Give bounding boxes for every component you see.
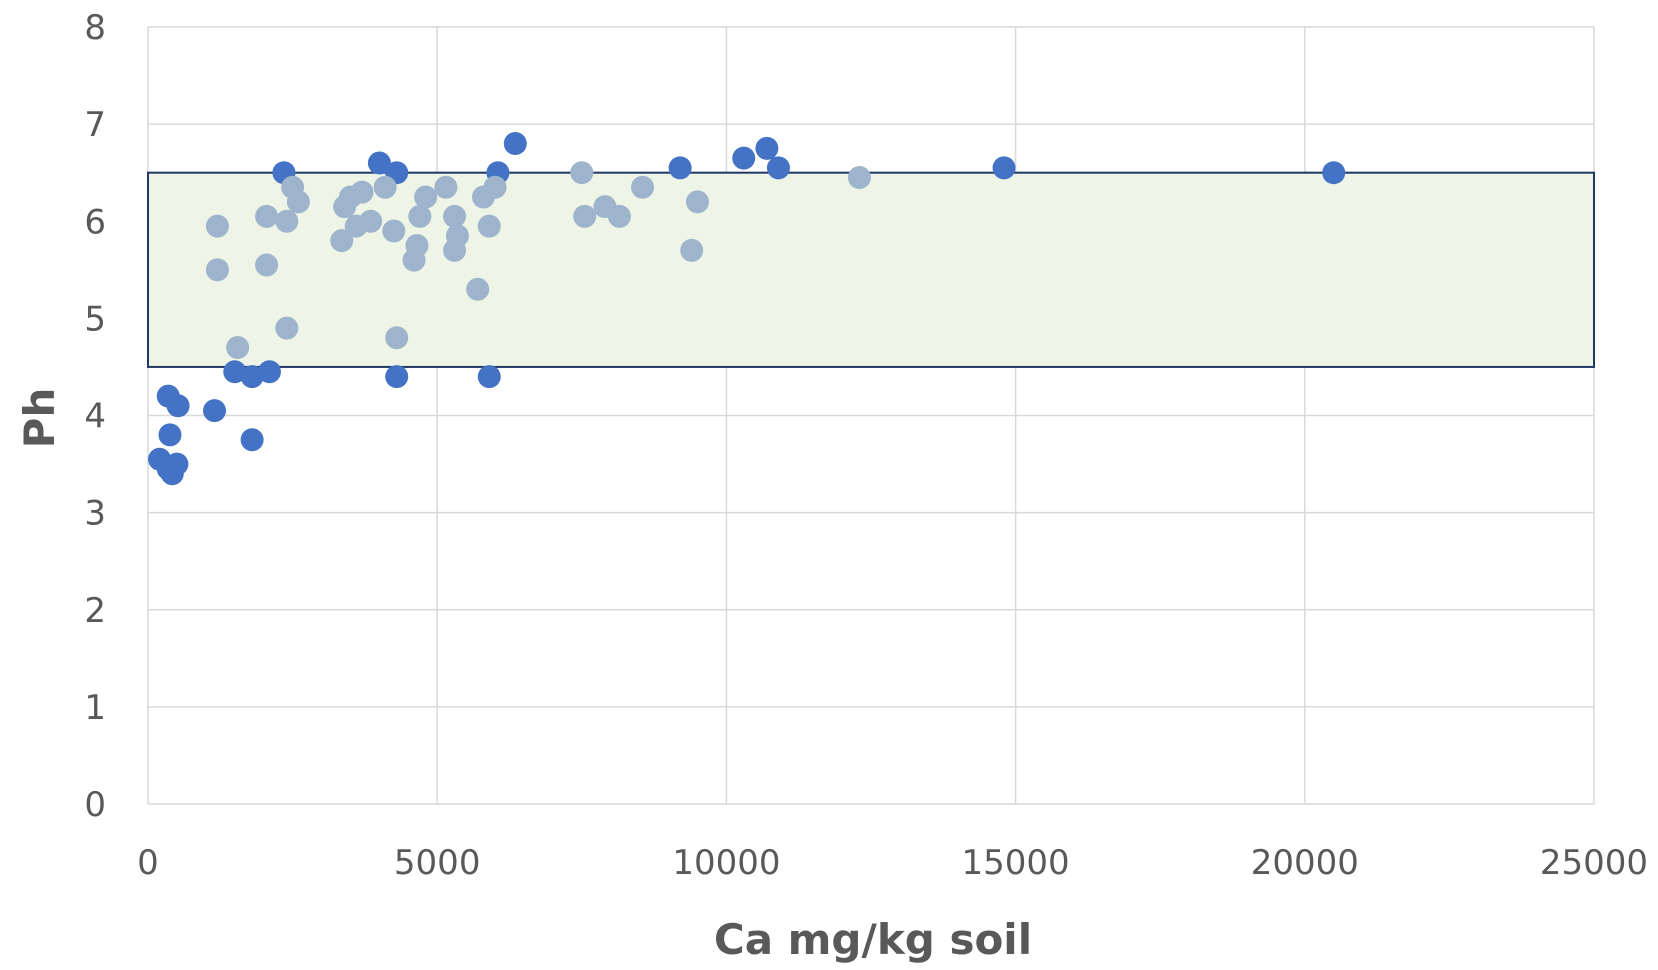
y-tick-label: 8 [84, 8, 106, 48]
data-point-series-light [680, 238, 704, 262]
data-point-series-light [385, 326, 409, 350]
data-point-series-light [359, 209, 383, 233]
data-point-series-light [205, 258, 229, 282]
data-point-series-dark [477, 365, 501, 389]
x-axis-title: Ca mg/kg soil [714, 915, 1032, 964]
data-point-series-light [414, 185, 438, 209]
grid [147, 26, 1595, 805]
data-point-series-light [382, 219, 406, 243]
data-point-series-dark [203, 399, 227, 423]
data-point-series-dark [257, 360, 281, 384]
data-point-series-light [275, 209, 299, 233]
data-point-series-dark [240, 428, 264, 452]
x-tick-label: 10000 [672, 843, 780, 883]
y-tick-label: 4 [84, 397, 106, 437]
data-point-series-light [483, 175, 507, 199]
data-point-series-light [226, 336, 250, 360]
data-point-series-dark [668, 156, 692, 180]
data-point-series-light [685, 190, 709, 214]
x-tick-label: 15000 [962, 843, 1070, 883]
data-point-series-light [570, 161, 594, 185]
data-point-series-light [445, 224, 469, 248]
data-point-series-light [330, 229, 354, 253]
data-points [148, 132, 1346, 486]
y-tick-label: 7 [84, 105, 106, 145]
data-point-series-light [205, 214, 229, 238]
data-point-series-light [443, 204, 467, 228]
data-point-series-dark [367, 151, 391, 175]
x-tick-label: 25000 [1540, 843, 1648, 883]
y-tick-label: 3 [84, 494, 106, 534]
x-tick-label: 0 [137, 843, 159, 883]
data-point-series-light [477, 214, 501, 238]
x-tick-label: 5000 [394, 843, 481, 883]
data-point-series-light [631, 175, 655, 199]
data-point-series-dark [1322, 161, 1346, 185]
y-tick-label: 6 [84, 202, 106, 242]
data-point-series-dark [223, 360, 247, 384]
data-point-series-light [573, 204, 597, 228]
tick-labels: 0 1 2 3 4 5 6 7 8 0 5000 10000 15000 20000 25000 [84, 8, 1648, 883]
x-tick-label: 20000 [1251, 843, 1359, 883]
data-point-series-dark [166, 394, 190, 418]
data-point-series-dark [766, 156, 790, 180]
data-point-series-light [434, 175, 458, 199]
data-point-series-dark [992, 156, 1016, 180]
data-point-series-dark [385, 365, 409, 389]
y-axis-title: Ph [15, 388, 64, 449]
data-point-series-light [466, 277, 490, 301]
data-point-series-light [255, 204, 279, 228]
y-tick-label: 5 [84, 299, 106, 339]
data-point-series-light [255, 253, 279, 277]
data-point-series-light [607, 204, 631, 228]
data-point-series-dark [503, 132, 527, 156]
data-point-series-dark [732, 146, 756, 170]
data-point-series-light [373, 175, 397, 199]
data-point-series-light [847, 166, 871, 190]
data-point-series-light [408, 204, 432, 228]
data-point-series-dark [165, 452, 189, 476]
y-tick-label: 0 [84, 785, 106, 825]
data-point-series-light [275, 316, 299, 340]
data-point-series-light [286, 190, 310, 214]
y-tick-label: 2 [84, 591, 106, 631]
data-point-series-light [405, 234, 429, 258]
y-tick-label: 1 [84, 688, 106, 728]
data-point-series-dark [755, 136, 779, 160]
data-point-series-dark [158, 423, 182, 447]
data-point-series-dark [240, 365, 264, 389]
data-point-series-light [350, 180, 374, 204]
